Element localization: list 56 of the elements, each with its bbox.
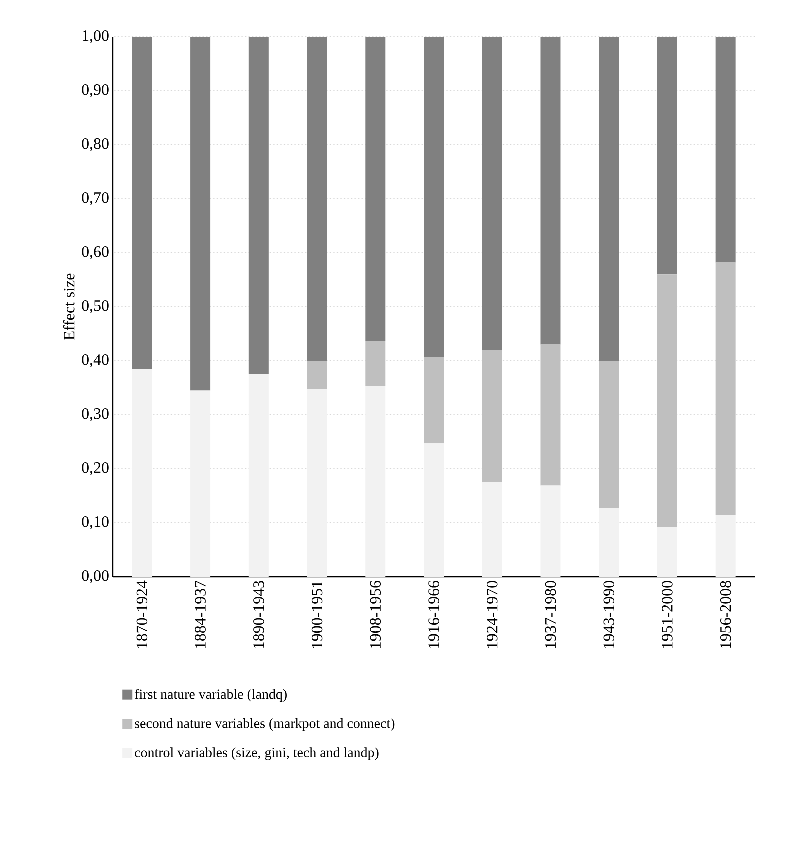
bar: [540, 344, 561, 486]
x-tick-label: 1870-1924: [136, 580, 148, 648]
bar: [248, 374, 269, 577]
x-tick-label: 1884-1937: [195, 580, 206, 648]
y-axis-title: Effect size: [63, 274, 75, 340]
bar: [482, 482, 502, 577]
legend-label: first nature variable (landq): [135, 689, 287, 702]
y-tick-label: 0,10: [82, 516, 109, 530]
x-tick-label: 1916-1966: [428, 580, 440, 648]
bar: [366, 341, 386, 386]
bar: [424, 36, 444, 358]
y-tick-label: 0,80: [82, 138, 109, 152]
bar: [657, 36, 678, 275]
bar: [190, 36, 211, 391]
legend-label: second nature variables (markpot and connect): [135, 718, 395, 732]
bar: [599, 508, 620, 577]
bar: [190, 390, 211, 577]
bar: [599, 360, 620, 508]
bar: [540, 486, 561, 577]
bar: [482, 350, 502, 482]
bar: [307, 389, 328, 577]
x-tick-label: 1951-2000: [662, 581, 673, 648]
bar: [132, 36, 152, 370]
x-tick-label: 1908-1956: [370, 580, 382, 648]
y-tick-label: 0,20: [82, 462, 109, 476]
y-tick-label: 0,70: [82, 192, 109, 206]
bar: [424, 357, 444, 444]
x-tick-label: 1900-1951: [312, 581, 323, 648]
bar: [716, 515, 736, 577]
x-tick-label: 1943-1990: [604, 581, 614, 648]
bar: [307, 36, 328, 361]
y-tick-label: 0,90: [82, 84, 109, 98]
y-tick-label: 0,30: [82, 408, 109, 422]
bar: [540, 36, 561, 345]
bar: [482, 36, 502, 350]
bar: [366, 386, 386, 577]
bar: [657, 527, 678, 577]
y-tick-label: 0,40: [82, 354, 109, 368]
y-tick-label: 0,50: [82, 300, 109, 314]
bar: [599, 36, 620, 361]
bar: [132, 369, 152, 577]
legend-label: control variables (size, gini, tech and landp): [135, 748, 379, 760]
y-tick-label: 1,00: [82, 30, 109, 44]
bar: [307, 360, 328, 390]
bar: [716, 262, 736, 516]
x-tick-label: 1890-1943: [254, 581, 264, 648]
bar: [424, 444, 444, 577]
x-tick-label: 1924-1970: [487, 581, 498, 648]
x-tick-label: 1956-2008: [720, 581, 732, 648]
bar: [716, 36, 736, 263]
y-tick-label: 0,60: [82, 246, 109, 260]
bar: [248, 36, 269, 374]
bar: [366, 36, 386, 342]
y-tick-label: 0,00: [82, 570, 109, 584]
x-tick-label: 1937-1980: [545, 581, 556, 648]
bar: [657, 274, 678, 528]
